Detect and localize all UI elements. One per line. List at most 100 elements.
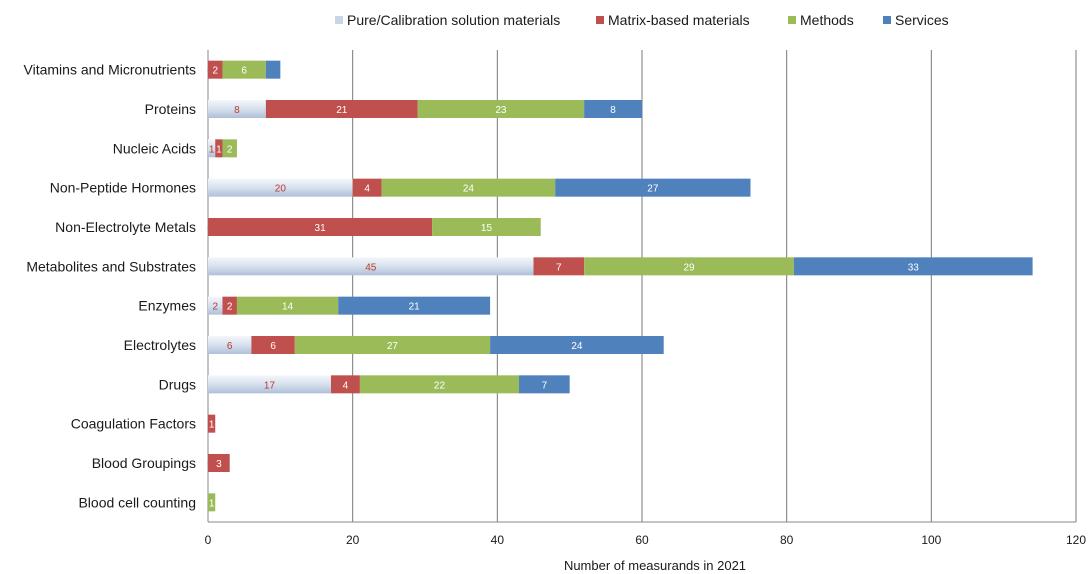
x-tick-0: 0 bbox=[205, 533, 212, 547]
data-label-nucleic-acids-methods: 2 bbox=[227, 144, 233, 155]
bar-electrolytes-services bbox=[490, 336, 664, 354]
data-label-proteins-pure-calibration-solution-materials: 8 bbox=[234, 105, 240, 116]
bar-enzymes-matrix-based-materials bbox=[222, 296, 237, 315]
bar-metabolites-and-substrates-pure-calibration-solution-materials bbox=[208, 257, 534, 276]
bar-vitamins-and-micronutrients-services bbox=[265, 60, 281, 79]
x-tick-labels: 0 20 40 60 80 100 120 bbox=[205, 533, 1087, 547]
x-tick-80: 80 bbox=[780, 533, 794, 547]
bar-electrolytes-pure-calibration-solution-materials bbox=[208, 336, 252, 354]
bar-electrolytes-methods bbox=[294, 336, 491, 354]
bar-non-electrolyte-metals-methods bbox=[432, 218, 541, 236]
category-label-proteins: Proteins bbox=[145, 101, 196, 117]
legend: Pure/Calibration solution materials Matri… bbox=[335, 12, 949, 28]
x-tick-40: 40 bbox=[491, 533, 505, 547]
bar-nucleic-acids-methods bbox=[222, 139, 237, 158]
data-label-enzymes-services: 21 bbox=[409, 302, 421, 313]
category-label-nucleic-acids: Nucleic Acids bbox=[113, 140, 196, 156]
category-label-metabolites-and-substrates: Metabolites and Substrates bbox=[26, 258, 196, 274]
x-tick-100: 100 bbox=[921, 533, 941, 547]
bar-drugs-services bbox=[519, 375, 570, 394]
data-label-blood-groupings-matrix-based-materials: 3 bbox=[216, 459, 222, 470]
data-label-non-peptide-hormones-matrix-based-materials: 4 bbox=[364, 184, 370, 195]
legend-swatch-methods bbox=[788, 16, 796, 24]
data-label-non-electrolyte-metals-matrix-based-materials: 31 bbox=[315, 223, 327, 234]
data-label-electrolytes-matrix-based-materials: 6 bbox=[270, 341, 276, 352]
data-label-electrolytes-pure-calibration-solution-materials: 6 bbox=[227, 341, 233, 352]
bars: 0268212381122042427031154572933221421662… bbox=[207, 60, 1033, 512]
bar-vitamins-and-micronutrients-matrix-based-materials bbox=[208, 60, 223, 79]
bar-non-peptide-hormones-pure-calibration-solution-materials bbox=[208, 178, 353, 197]
legend-swatch-services bbox=[883, 16, 891, 24]
data-label-non-peptide-hormones-services: 27 bbox=[647, 184, 659, 195]
data-label-drugs-services: 7 bbox=[542, 380, 548, 391]
data-label-metabolites-and-substrates-matrix-based-materials: 7 bbox=[556, 262, 562, 273]
bar-proteins-matrix-based-materials bbox=[265, 100, 418, 118]
data-label-enzymes-matrix-based-materials: 2 bbox=[227, 302, 233, 313]
bar-blood-cell-counting-methods bbox=[208, 493, 216, 512]
data-label-non-electrolyte-metals-methods: 15 bbox=[481, 223, 493, 234]
data-label-proteins-methods: 23 bbox=[495, 105, 507, 116]
bar-vitamins-and-micronutrients-methods bbox=[222, 60, 266, 79]
bar-non-peptide-hormones-methods bbox=[381, 178, 556, 197]
data-label-enzymes-pure-calibration-solution-materials: 2 bbox=[212, 302, 218, 313]
data-label-blood-cell-counting-methods: 1 bbox=[209, 498, 215, 509]
bar-electrolytes-matrix-based-materials bbox=[251, 336, 295, 354]
bar-non-peptide-hormones-matrix-based-materials bbox=[352, 178, 382, 197]
legend-swatch-pure-calibration-solution-materials bbox=[335, 16, 343, 24]
data-label-vitamins-and-micronutrients-matrix-based-materials: 2 bbox=[212, 66, 218, 77]
legend-label-matrix-based-materials: Matrix-based materials bbox=[608, 12, 750, 28]
category-label-non-electrolyte-metals: Non-Electrolyte Metals bbox=[55, 219, 196, 235]
data-label-electrolytes-services: 24 bbox=[571, 341, 583, 352]
data-label-coagulation-factors-matrix-based-materials: 1 bbox=[209, 420, 215, 431]
category-label-enzymes: Enzymes bbox=[138, 298, 196, 314]
bar-metabolites-and-substrates-methods bbox=[584, 257, 794, 276]
bar-drugs-pure-calibration-solution-materials bbox=[208, 375, 331, 394]
data-label-non-peptide-hormones-methods: 24 bbox=[463, 184, 475, 195]
bar-coagulation-factors-matrix-based-materials bbox=[208, 414, 216, 433]
category-label-blood-groupings: Blood Groupings bbox=[92, 455, 196, 471]
bar-enzymes-pure-calibration-solution-materials bbox=[208, 296, 223, 315]
bar-proteins-services bbox=[584, 100, 642, 118]
data-label-drugs-methods: 22 bbox=[434, 380, 446, 391]
bar-blood-groupings-matrix-based-materials bbox=[208, 454, 230, 472]
data-label-drugs-pure-calibration-solution-materials: 17 bbox=[264, 380, 276, 391]
x-tick-20: 20 bbox=[346, 533, 360, 547]
category-labels: Vitamins and Micronutrients Proteins Nucle… bbox=[24, 62, 196, 511]
data-label-non-peptide-hormones-pure-calibration-solution-materials: 20 bbox=[275, 184, 287, 195]
legend-label-pure-calibration-solution-materials: Pure/Calibration solution materials bbox=[347, 12, 560, 28]
bar-metabolites-and-substrates-matrix-based-materials bbox=[533, 257, 585, 276]
data-label-proteins-services: 8 bbox=[610, 105, 616, 116]
data-label-metabolites-and-substrates-pure-calibration-solution-materials: 45 bbox=[365, 262, 377, 273]
data-label-vitamins-and-micronutrients-methods: 6 bbox=[241, 66, 247, 77]
gridlines bbox=[207, 50, 1077, 523]
category-label-vitamins-and-micronutrients: Vitamins and Micronutrients bbox=[24, 62, 196, 78]
data-label-metabolites-and-substrates-services: 33 bbox=[908, 262, 920, 273]
data-label-proteins-matrix-based-materials: 21 bbox=[336, 105, 348, 116]
category-label-non-peptide-hormones: Non-Peptide Hormones bbox=[50, 180, 196, 196]
legend-label-methods: Methods bbox=[800, 12, 854, 28]
data-label-metabolites-and-substrates-methods: 29 bbox=[683, 262, 695, 273]
bar-non-electrolyte-metals-matrix-based-materials bbox=[208, 218, 433, 236]
bar-drugs-methods bbox=[359, 375, 520, 394]
category-label-electrolytes: Electrolytes bbox=[124, 337, 196, 353]
bar-drugs-matrix-based-materials bbox=[330, 375, 360, 394]
bar-nucleic-acids-matrix-based-materials bbox=[215, 139, 223, 158]
data-label-enzymes-methods: 14 bbox=[282, 302, 294, 313]
data-label-drugs-matrix-based-materials: 4 bbox=[343, 380, 349, 391]
bar-proteins-pure-calibration-solution-materials bbox=[208, 100, 266, 118]
legend-swatch-matrix-based-materials bbox=[596, 16, 604, 24]
x-axis-title: Number of measurands in 2021 bbox=[564, 558, 746, 573]
data-label-nucleic-acids-pure-calibration-solution-materials: 1 bbox=[209, 144, 215, 155]
category-label-drugs: Drugs bbox=[159, 376, 196, 392]
bar-nucleic-acids-pure-calibration-solution-materials bbox=[208, 139, 216, 158]
legend-label-services: Services bbox=[895, 12, 949, 28]
category-label-blood-cell-counting: Blood cell counting bbox=[78, 494, 196, 510]
bar-enzymes-methods bbox=[236, 296, 339, 315]
data-label-electrolytes-methods: 27 bbox=[387, 341, 399, 352]
x-tick-120: 120 bbox=[1066, 533, 1086, 547]
bar-enzymes-services bbox=[338, 296, 491, 315]
category-label-coagulation-factors: Coagulation Factors bbox=[71, 416, 196, 432]
data-label-nucleic-acids-matrix-based-materials: 1 bbox=[216, 144, 222, 155]
bar-metabolites-and-substrates-services bbox=[793, 257, 1033, 276]
